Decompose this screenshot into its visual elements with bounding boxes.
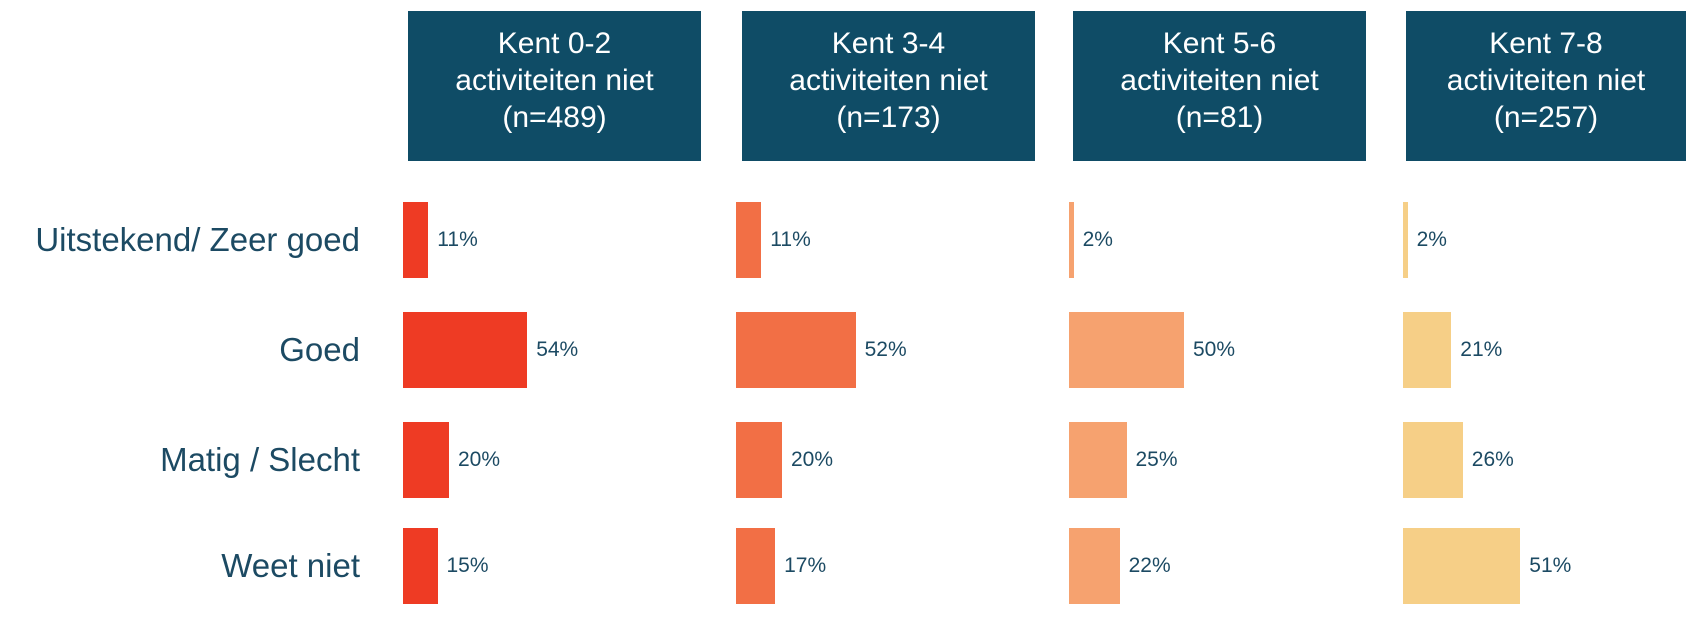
value-label: 11% bbox=[770, 228, 811, 251]
category-label: Goed bbox=[279, 331, 360, 368]
category-label: Matig / Slecht bbox=[160, 441, 360, 478]
bar bbox=[403, 528, 438, 604]
panel-header: Kent 3-4 activiteiten niet (n=173) bbox=[742, 11, 1035, 161]
bar bbox=[1069, 202, 1074, 278]
bar bbox=[403, 312, 528, 388]
value-label: 20% bbox=[458, 448, 501, 471]
value-label: 2% bbox=[1416, 228, 1447, 251]
bar bbox=[1403, 202, 1408, 278]
bar bbox=[1403, 312, 1452, 388]
value-label: 26% bbox=[1471, 448, 1514, 471]
bar bbox=[1069, 528, 1120, 604]
value-label: 22% bbox=[1128, 554, 1171, 577]
panel-header: Kent 0-2 activiteiten niet (n=489) bbox=[408, 11, 701, 161]
value-label: 17% bbox=[784, 554, 827, 577]
bar bbox=[1403, 528, 1521, 604]
bar bbox=[736, 202, 762, 278]
value-label: 52% bbox=[864, 338, 907, 361]
category-label: Weet niet bbox=[221, 547, 360, 584]
bar bbox=[1069, 312, 1184, 388]
bar bbox=[403, 202, 429, 278]
panel-header: Kent 5-6 activiteiten niet (n=81) bbox=[1073, 11, 1366, 161]
value-label: 11% bbox=[437, 228, 478, 251]
panel-header: Kent 7-8 activiteiten niet (n=257) bbox=[1406, 11, 1686, 161]
bar bbox=[403, 422, 449, 498]
bar bbox=[736, 422, 782, 498]
bar bbox=[736, 312, 856, 388]
value-label: 20% bbox=[791, 448, 834, 471]
bar bbox=[1069, 422, 1127, 498]
value-label: 51% bbox=[1529, 554, 1572, 577]
value-label: 2% bbox=[1082, 228, 1113, 251]
value-label: 15% bbox=[446, 554, 489, 577]
bar bbox=[736, 528, 776, 604]
value-label: 25% bbox=[1135, 448, 1178, 471]
value-label: 21% bbox=[1460, 338, 1503, 361]
bar bbox=[1403, 422, 1463, 498]
value-label: 50% bbox=[1193, 338, 1236, 361]
value-label: 54% bbox=[536, 338, 579, 361]
category-label: Uitstekend/ Zeer goed bbox=[35, 221, 360, 258]
